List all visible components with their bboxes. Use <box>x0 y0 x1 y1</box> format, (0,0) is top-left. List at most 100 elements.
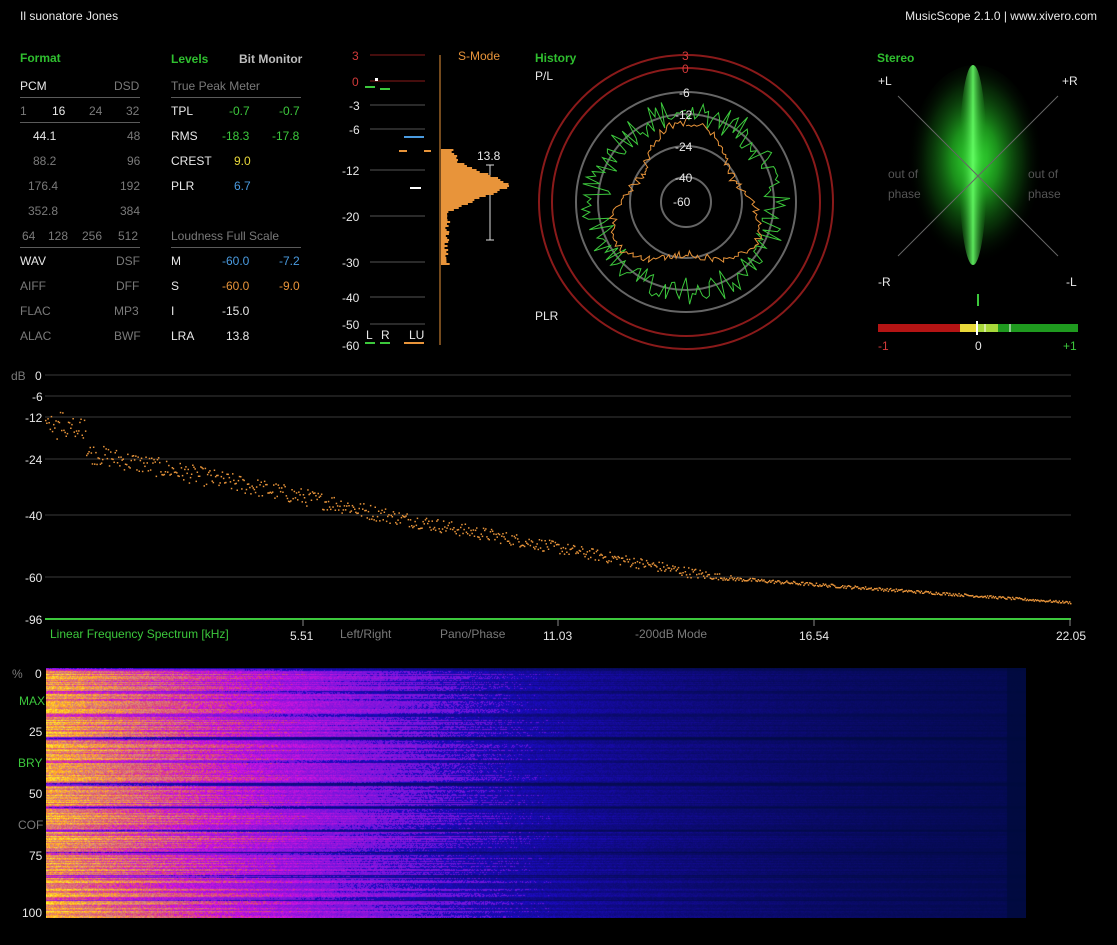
spectrum-dot <box>603 556 606 558</box>
spectrum-dot <box>945 592 948 594</box>
spectrum-dot <box>613 555 616 558</box>
sg-y-bry[interactable]: BRY <box>18 756 43 770</box>
spectrum-dot <box>310 499 313 501</box>
spectrum-dot <box>704 577 706 579</box>
spectrum-dot <box>1049 599 1051 601</box>
spectrum-dot <box>983 595 985 598</box>
spectrum-dot <box>716 573 719 575</box>
spectrum-dot <box>942 592 944 594</box>
spectrum-dot <box>715 577 717 579</box>
spectrum-dot <box>392 511 395 513</box>
spectrum-dot <box>224 482 226 484</box>
spectrum-dot <box>936 593 939 595</box>
spectrum-dot <box>1000 597 1002 599</box>
spectrum-dot <box>770 581 772 583</box>
s-mode-button[interactable]: S-Mode <box>458 49 501 63</box>
spectrum-dot <box>265 483 267 486</box>
sg-y-cof[interactable]: COF <box>18 818 44 832</box>
spectrum-dot <box>550 542 552 544</box>
spectrum-dot <box>61 429 63 432</box>
spectrum-dot <box>700 573 703 575</box>
spectrum-dot <box>385 520 388 523</box>
spectrum-dot <box>672 565 674 567</box>
spectrum-dot <box>218 484 220 487</box>
spectrum-dot <box>645 559 648 562</box>
spectrum-dot <box>668 567 671 569</box>
spectrum-dot <box>115 449 118 452</box>
spectrum-dot <box>352 506 355 508</box>
spectrum-dot <box>340 500 342 502</box>
spectrum-dot <box>281 487 283 489</box>
spectrum-dot <box>403 515 405 518</box>
spectrum-dot <box>683 566 685 569</box>
spectrum-dot <box>810 582 812 585</box>
spectrum-dot <box>1006 598 1008 600</box>
spectrum-x-title[interactable]: Linear Frequency Spectrum [kHz] <box>50 627 229 641</box>
levels-tab[interactable]: Levels <box>171 52 209 66</box>
spectrum-dot <box>914 592 917 594</box>
spectrum-dot <box>691 568 693 571</box>
spectrum-dot <box>641 559 643 561</box>
spectrum-dot <box>681 574 683 576</box>
spectrum-dot <box>543 550 545 552</box>
spectrum-dot <box>165 460 168 463</box>
spectrum-dot <box>802 581 804 584</box>
spectrum-dot <box>519 546 521 548</box>
spectrum-dot <box>537 548 539 551</box>
bit-1: 1 <box>20 104 27 118</box>
spectrum-dot <box>287 500 290 503</box>
spectrum-dot <box>493 533 495 535</box>
spectrum-dot <box>842 585 844 587</box>
spectrum-dot <box>399 522 402 524</box>
spectrum-dot <box>163 473 166 476</box>
spectrum-dot <box>764 580 766 583</box>
spectrum-dot <box>490 528 493 531</box>
spectrum-dot <box>843 587 845 589</box>
spectrum-dot <box>332 506 334 508</box>
spectrum-dot <box>807 584 810 586</box>
spectrum-dot <box>885 589 887 592</box>
bit-monitor-tab[interactable]: Bit Monitor <box>239 52 303 66</box>
spectrum-dot <box>721 577 723 580</box>
spectrum-dot <box>222 477 225 480</box>
spectrum-dot <box>592 548 594 550</box>
spectrum-dot <box>53 423 55 426</box>
spectrum-dot <box>928 592 931 594</box>
spectrum-dot <box>750 580 753 582</box>
rate-192: 192 <box>120 179 141 193</box>
spectrum-dot <box>479 538 481 541</box>
200db-mode-option[interactable]: -200dB Mode <box>635 627 708 641</box>
spectrum-dot <box>853 586 855 589</box>
spectrum-dot <box>205 483 208 486</box>
i-label: I <box>171 304 175 318</box>
spectrum-dot <box>788 582 790 584</box>
spectrum-dot <box>566 551 568 553</box>
spectrum-dot <box>861 587 863 589</box>
left-right-option[interactable]: Left/Right <box>340 627 392 641</box>
spectrogram-percent-label: % <box>12 667 23 681</box>
spectrum-dot <box>686 576 689 579</box>
spectrum-dot <box>58 421 61 424</box>
spectrum-dot <box>594 559 597 561</box>
spectrum-dot <box>827 586 829 588</box>
sg-y-max[interactable]: MAX <box>19 694 46 708</box>
spectrum-dot <box>469 534 471 537</box>
spectrum-dot <box>348 505 350 507</box>
product-label[interactable]: MusicScope 2.1.0 | www.xivero.com <box>905 9 1097 23</box>
tpl-right: -0.7 <box>279 104 300 118</box>
spectrum-dot <box>430 529 432 531</box>
spectrum-dot <box>48 422 50 424</box>
spectrum-dot <box>417 528 420 530</box>
spectrum-dot <box>322 508 324 511</box>
spectrum-dot <box>369 504 372 507</box>
spectrum-dot <box>252 487 254 489</box>
spectrum-dot <box>778 580 780 582</box>
spectrum-dot <box>655 564 657 567</box>
spectrum-dot <box>458 534 461 537</box>
spectrum-dot <box>854 585 856 587</box>
spectrum-dot <box>546 546 549 548</box>
spectrum-dot <box>957 595 959 597</box>
spectrum-dot <box>1070 602 1072 605</box>
pano-phase-option[interactable]: Pano/Phase <box>440 627 506 641</box>
spectrum-dot <box>835 586 837 589</box>
